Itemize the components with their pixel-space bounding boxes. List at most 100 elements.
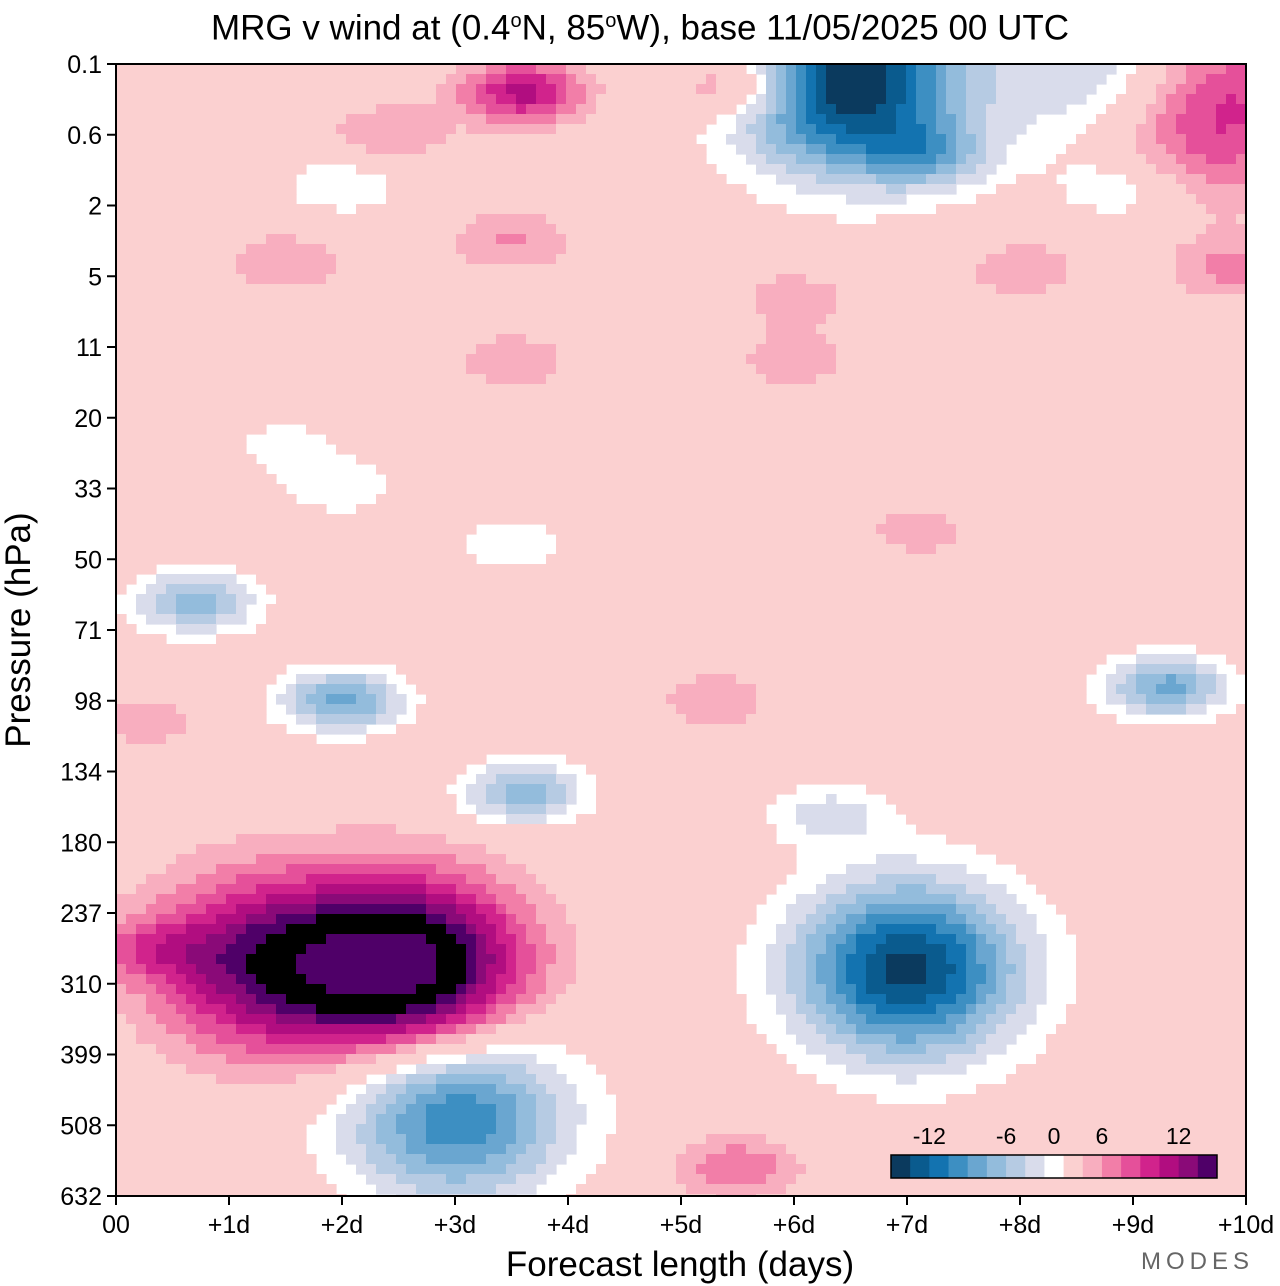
contour-cell [116, 1134, 307, 1145]
contour-cell [506, 1164, 537, 1175]
contour-cell [116, 354, 467, 365]
colorbar-swatch [929, 1155, 950, 1178]
contour-cell [1026, 984, 1047, 995]
contour-cell [806, 144, 827, 155]
y-tick-label: 98 [74, 688, 102, 716]
contour-cell [476, 964, 487, 975]
contour-cell [826, 164, 867, 175]
contour-cell [766, 374, 817, 385]
contour-cell [406, 1144, 507, 1155]
contour-cell [286, 924, 317, 935]
contour-cell [236, 604, 247, 615]
contour-cell [936, 84, 947, 95]
contour-cell [426, 1124, 497, 1135]
contour-cell [886, 934, 927, 945]
colorbar-swatch [1082, 1155, 1103, 1178]
contour-cell [806, 64, 817, 75]
contour-cell [946, 914, 967, 925]
contour-cell [986, 144, 1007, 155]
contour-cell [486, 84, 507, 95]
contour-cell [496, 234, 527, 245]
contour-cell [1136, 684, 1157, 695]
contour-cell [936, 104, 947, 115]
contour-cell [1186, 74, 1207, 85]
contour-cell [186, 994, 207, 1005]
contour-cell [496, 1084, 527, 1095]
contour-cell [1026, 874, 1247, 885]
contour-cell [996, 964, 1017, 975]
contour-cell [806, 964, 817, 975]
contour-cell [776, 84, 787, 95]
contour-cell [946, 64, 967, 75]
contour-cell [846, 934, 857, 945]
contour-cell [246, 274, 327, 285]
colorbar-swatch [967, 1155, 988, 1178]
contour-cell [526, 1084, 547, 1095]
contour-cell [786, 124, 797, 135]
colorbar-label: -6 [996, 1123, 1016, 1149]
contour-cell [1136, 124, 1157, 135]
contour-cell [386, 1074, 407, 1085]
contour-cell [366, 1174, 397, 1185]
contour-cell [536, 1114, 557, 1125]
contour-cell [736, 144, 757, 155]
contour-cell [216, 864, 287, 875]
contour-cell [556, 894, 767, 905]
contour-cell [1066, 924, 1247, 935]
contour-cell [516, 1174, 547, 1185]
contour-cell [806, 954, 817, 965]
contour-cell [896, 884, 927, 895]
contour-cell [586, 1054, 787, 1065]
contour-cell [406, 1074, 437, 1085]
contour-cell [1126, 84, 1157, 95]
contour-cell [466, 74, 487, 85]
contour-cell [466, 944, 477, 955]
contour-cell [516, 954, 537, 965]
contour-cell [956, 994, 977, 1005]
contour-cell [896, 1034, 917, 1045]
contour-cell [806, 824, 867, 835]
contour-cell [756, 694, 1087, 705]
contour-cell [806, 994, 827, 1005]
contour-cell [186, 1064, 337, 1075]
contour-cell [616, 1124, 1247, 1135]
contour-cell [266, 584, 1247, 595]
contour-cell [116, 654, 1107, 665]
contour-cell [556, 104, 577, 115]
contour-cell [556, 354, 747, 365]
contour-cell [316, 924, 427, 935]
contour-cell [766, 314, 827, 325]
contour-cell [426, 144, 707, 155]
contour-cell [896, 114, 917, 125]
contour-cell [546, 924, 577, 935]
contour-cell [536, 1134, 557, 1145]
contour-cell [116, 664, 287, 675]
contour-cell [696, 674, 737, 685]
contour-cell [476, 804, 507, 815]
contour-cell [976, 844, 1247, 855]
contour-cell [756, 304, 837, 315]
contour-cell [456, 84, 477, 95]
contour-cell [516, 964, 537, 975]
contour-cell [126, 1014, 157, 1025]
contour-cell [216, 914, 247, 925]
contour-cell [116, 534, 467, 545]
contour-cell [1166, 144, 1187, 155]
contour-cell [526, 234, 567, 245]
contour-cell [496, 774, 557, 785]
contour-cell [116, 934, 137, 945]
contour-cell [1006, 1074, 1247, 1085]
contour-cell [886, 954, 927, 965]
contour-cell [296, 964, 437, 975]
contour-cell [726, 134, 757, 145]
colorbar-swatch [948, 1155, 969, 1178]
contour-cell [536, 1104, 557, 1115]
contour-cell [826, 984, 837, 995]
contour-cell [166, 994, 187, 1005]
contour-cell [486, 374, 547, 385]
contour-cell [966, 74, 997, 85]
contour-cell [876, 104, 897, 115]
contour-cell [786, 984, 807, 995]
contour-cell [1076, 974, 1247, 985]
contour-cell [116, 304, 757, 315]
